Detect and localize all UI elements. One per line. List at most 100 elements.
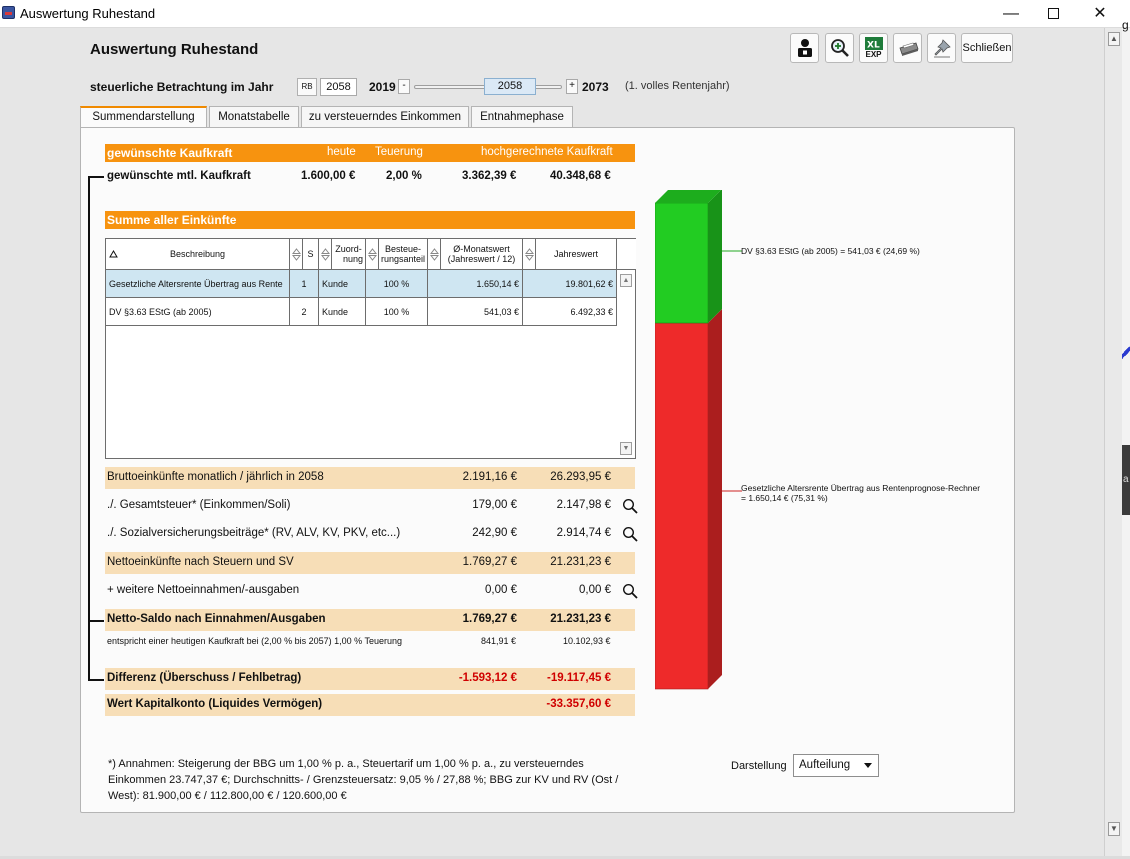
brutto-monat: 2.191,16 € xyxy=(462,471,517,483)
legend-altersrente: Gesetzliche Altersrente Übertrag aus Ren… xyxy=(741,483,980,503)
tab-summendarstellung[interactable]: Summendarstellung xyxy=(80,106,207,128)
darstellung-value: Aufteilung xyxy=(799,759,851,771)
kaufkraft-header-label: gewünschte Kaufkraft xyxy=(107,146,233,160)
header-jahreswert[interactable]: Jahreswert xyxy=(536,239,617,270)
print-button[interactable] xyxy=(893,33,922,63)
netto-monat: 1.769,27 € xyxy=(462,556,517,568)
steuer-details-search-icon[interactable] xyxy=(622,498,638,514)
kaufkraft-header: gewünschte Kaufkraft heute Teuerung hoch… xyxy=(105,144,635,162)
differenz-label: Differenz (Überschuss / Fehlbetrag) xyxy=(107,672,302,684)
segment-altersrente-side xyxy=(708,309,722,689)
header-sort-s[interactable] xyxy=(290,239,303,270)
sv-row: ./. Sozialversicherungsbeiträge* (RV, AL… xyxy=(105,523,635,545)
excel-export-button[interactable]: XL EXP xyxy=(859,33,888,63)
background-window-fragment xyxy=(1122,28,1130,856)
header-sort-zuordnung[interactable] xyxy=(319,239,332,270)
weitere-details-search-icon[interactable] xyxy=(622,583,638,599)
segment-dv-front xyxy=(655,202,709,324)
header-besteuerung[interactable]: Besteue- rungsanteil xyxy=(379,239,428,270)
header-sort-monatswert[interactable] xyxy=(428,239,441,270)
segment-dv-top xyxy=(655,190,721,203)
grid-scroll-down-icon[interactable]: ▼ xyxy=(620,442,632,455)
scroll-up-arrow-icon[interactable]: ▲ xyxy=(1108,32,1120,46)
legend-altersrente-line1: Gesetzliche Altersrente Übertrag aus Ren… xyxy=(741,483,981,493)
sv-jahr: 2.914,74 € xyxy=(556,527,611,539)
window-title: Auswertung Ruhestand xyxy=(20,6,156,21)
row-s: 1 xyxy=(290,270,319,298)
year-increment-button[interactable]: + xyxy=(566,79,578,94)
row-anteil: 100 % xyxy=(366,298,428,326)
netto-row: Nettoeinkünfte nach Steuern und SV 1.769… xyxy=(105,552,635,574)
sort-icon xyxy=(320,247,330,261)
col-hochgerechnet: hochgerechnete Kaufkraft xyxy=(481,146,613,158)
sort-icon xyxy=(429,247,439,261)
header-sort-jahreswert[interactable] xyxy=(523,239,536,270)
header-beschreibung[interactable]: Beschreibung xyxy=(106,239,290,270)
sv-details-search-icon[interactable] xyxy=(622,526,638,542)
table-row[interactable]: DV §3.63 EStG (ab 2005) 2 Kunde 100 % 54… xyxy=(106,298,617,326)
scroll-down-arrow-icon[interactable]: ▼ xyxy=(1108,822,1120,836)
tab-zu-versteuerndes-einkommen[interactable]: zu versteuerndes Einkommen xyxy=(301,106,469,127)
rb-button[interactable]: RB xyxy=(297,78,317,96)
weitere-row: + weitere Nettoeinnahmen/-ausgaben 0,00 … xyxy=(105,580,635,602)
title-bar: Auswertung Ruhestand — ✕ xyxy=(0,0,1130,28)
maximize-icon xyxy=(1047,8,1059,19)
close-button[interactable]: Schließen xyxy=(961,33,1013,63)
legend-connector-green xyxy=(722,250,742,252)
protect-button[interactable] xyxy=(790,33,819,63)
row-zuordnung: Kunde xyxy=(319,298,366,326)
pin-button[interactable] xyxy=(927,33,956,63)
year-max-label: 2073 xyxy=(582,80,609,94)
differenz-jahr: -19.117,45 € xyxy=(547,672,611,684)
row-s: 2 xyxy=(290,298,319,326)
row-beschreibung: Gesetzliche Altersrente Übertrag aus Ren… xyxy=(106,270,290,298)
window-scrollbar[interactable]: ▲ ▼ xyxy=(1104,28,1122,856)
kaufkraft-row: gewünschte mtl. Kaufkraft 1.600,00 € 2,0… xyxy=(107,170,635,186)
zoom-button[interactable] xyxy=(825,33,854,63)
steuer-jahr: 2.147,98 € xyxy=(556,499,611,511)
table-row[interactable]: Gesetzliche Altersrente Übertrag aus Ren… xyxy=(106,270,617,298)
bracket-bottom xyxy=(88,679,104,681)
year-slider-thumb[interactable]: 2058 xyxy=(484,78,536,95)
kapital-row: Wert Kapitalkonto (Liquides Vermögen) -3… xyxy=(105,694,635,716)
col-heute: heute xyxy=(327,146,356,158)
header-s[interactable]: S xyxy=(303,239,319,270)
weitere-jahr: 0,00 € xyxy=(579,584,611,596)
kaufkraft-label: gewünschte mtl. Kaufkraft xyxy=(107,170,251,182)
tab-monatstabelle[interactable]: Monatstabelle xyxy=(209,106,299,127)
export-label: EXP xyxy=(865,50,882,59)
kaufkraft-heute: 1.600,00 € xyxy=(301,170,356,182)
header-monatswert[interactable]: Ø-Monatswert (Jahreswert / 12) xyxy=(441,239,523,270)
row-beschreibung: DV §3.63 EStG (ab 2005) xyxy=(106,298,290,326)
row-anteil: 100 % xyxy=(366,270,428,298)
maximize-button[interactable] xyxy=(1030,0,1076,28)
darstellung-select[interactable]: Aufteilung xyxy=(793,754,879,777)
kaufkraft-teuerung: 2,00 % xyxy=(386,170,422,182)
tab-entnahmephase[interactable]: Entnahmephase xyxy=(471,106,573,127)
income-grid[interactable]: Beschreibung S Zuord- nung Besteue- rung… xyxy=(105,238,636,459)
chevron-down-icon xyxy=(864,763,872,768)
bracket-middle xyxy=(88,620,104,622)
header-filler xyxy=(617,239,636,270)
app-icon xyxy=(2,6,15,19)
header-sort-besteuerung[interactable] xyxy=(366,239,379,270)
year-selector: steuerliche Betrachtung im Jahr RB 2058 … xyxy=(90,78,790,98)
kapital-jahr: -33.357,60 € xyxy=(546,698,611,710)
steuer-row: ./. Gesamtsteuer* (Einkommen/Soli) 179,0… xyxy=(105,495,635,517)
close-window-button[interactable]: ✕ xyxy=(1093,5,1107,22)
minimize-button[interactable]: — xyxy=(1003,5,1019,22)
year-decrement-button[interactable]: - xyxy=(398,79,410,94)
background-dark-strip xyxy=(1122,445,1130,515)
background-blue-line xyxy=(1121,345,1130,361)
grid-scroll-up-icon[interactable]: ▲ xyxy=(620,274,632,287)
steuer-monat: 179,00 € xyxy=(472,499,517,511)
sort-icon xyxy=(524,247,534,261)
weitere-monat: 0,00 € xyxy=(485,584,517,596)
kaufkraft-monat: 3.362,39 € xyxy=(462,170,517,182)
year-input[interactable]: 2058 xyxy=(320,78,357,96)
einkuenfte-header-label: Summe aller Einkünfte xyxy=(107,213,237,227)
bracket-top xyxy=(88,176,104,178)
einkuenfte-header: Summe aller Einkünfte xyxy=(105,211,635,229)
header-zuordnung[interactable]: Zuord- nung xyxy=(332,239,366,270)
brutto-label: Bruttoeinkünfte monatlich / jährlich in … xyxy=(107,471,324,483)
